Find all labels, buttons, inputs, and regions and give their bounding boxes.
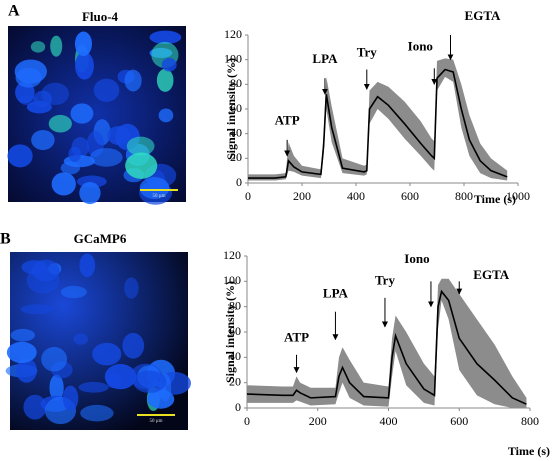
cell	[51, 172, 76, 196]
cell	[122, 332, 145, 359]
y-tick-label: 60	[229, 324, 241, 338]
cell	[48, 114, 72, 133]
cell	[124, 69, 142, 92]
cell	[158, 108, 174, 123]
annotation: LPA	[323, 285, 349, 300]
cell	[79, 253, 96, 278]
y-axis-label: Signal intensity (%)	[223, 281, 237, 383]
y-tick-label: 40	[229, 349, 241, 363]
cell	[50, 35, 63, 57]
cell	[16, 358, 38, 383]
y-tick-label: 120	[223, 248, 241, 262]
y-tick-label: 0	[236, 175, 242, 189]
cell	[49, 374, 64, 401]
cell	[10, 328, 35, 342]
cell	[78, 381, 109, 393]
cell	[156, 68, 174, 92]
cell	[93, 78, 120, 102]
cell	[14, 59, 47, 84]
annotation: EGTA	[473, 267, 509, 282]
y-axis-label: Signal intensity (%)	[224, 58, 238, 160]
scale-bar-label: 50 µm	[149, 419, 162, 424]
cell	[41, 346, 68, 372]
cell	[125, 152, 158, 179]
image-title: GCaMP6	[74, 231, 127, 246]
cell	[60, 285, 87, 299]
cell	[92, 342, 122, 366]
y-tick-label: 120	[224, 27, 242, 41]
y-tick-label: 20	[229, 374, 241, 388]
cell	[20, 304, 53, 315]
y-tick-label: 60	[230, 101, 242, 115]
cell	[31, 129, 55, 151]
y-tick-label: 0	[235, 400, 241, 414]
cell	[31, 259, 60, 282]
x-axis-label: Time (s)	[508, 444, 550, 458]
x-tick-label: 600	[401, 189, 419, 203]
band	[247, 278, 527, 408]
x-tick-label: 200	[309, 414, 327, 428]
cell	[7, 144, 33, 168]
y-tick-label: 100	[224, 51, 242, 65]
cell	[75, 51, 94, 80]
cell	[107, 125, 131, 146]
x-tick-label: 800	[455, 189, 473, 203]
cell	[73, 333, 89, 345]
cell	[68, 146, 82, 162]
cell	[30, 41, 46, 53]
annotation: LPA	[312, 51, 338, 66]
panel-label: B	[0, 231, 11, 248]
x-tick-label: 0	[245, 189, 251, 203]
x-tick-label: 0	[244, 414, 250, 428]
cell	[62, 385, 79, 411]
annotation: Try	[357, 45, 377, 60]
cell	[70, 103, 94, 124]
cell	[6, 341, 37, 364]
y-tick-label: 80	[230, 76, 242, 90]
annotation: Iono	[408, 38, 433, 53]
annotation: Try	[375, 273, 395, 288]
micrograph	[5, 252, 191, 430]
cell	[23, 394, 47, 420]
cell	[89, 148, 123, 167]
band	[248, 58, 508, 181]
x-tick-label: 1000	[506, 189, 530, 203]
y-tick-label: 100	[223, 273, 241, 287]
cell	[126, 136, 155, 156]
mean-line	[246, 289, 527, 405]
cell	[18, 95, 38, 106]
x-tick-label: 600	[450, 414, 468, 428]
cell	[139, 177, 170, 199]
x-tick-label: 400	[380, 414, 398, 428]
annotation: ATP	[275, 112, 300, 127]
x-tick-label: 200	[293, 189, 311, 203]
x-tick-label: 400	[347, 189, 365, 203]
x-axis-label: Time (s)	[474, 192, 516, 206]
scale-bar-label: 50 µm	[152, 194, 165, 199]
cell	[147, 389, 175, 409]
y-tick-label: 80	[229, 298, 241, 312]
cell	[161, 57, 177, 72]
cell	[106, 372, 122, 389]
y-tick-label: 40	[230, 125, 242, 139]
cell	[149, 30, 182, 45]
x-tick-label: 800	[521, 414, 539, 428]
annotation: Iono	[404, 251, 429, 266]
annotation: ATP	[284, 330, 309, 345]
y-tick-label: 20	[230, 150, 242, 164]
cell	[79, 181, 101, 205]
mean-line	[248, 68, 508, 179]
micrograph	[7, 26, 186, 205]
panel-label: A	[8, 3, 20, 20]
cell	[124, 277, 139, 299]
cell	[80, 404, 114, 422]
image-title: Fluo-4	[82, 9, 119, 24]
cell	[74, 31, 92, 57]
annotation: EGTA	[465, 8, 501, 23]
cell	[133, 370, 167, 393]
